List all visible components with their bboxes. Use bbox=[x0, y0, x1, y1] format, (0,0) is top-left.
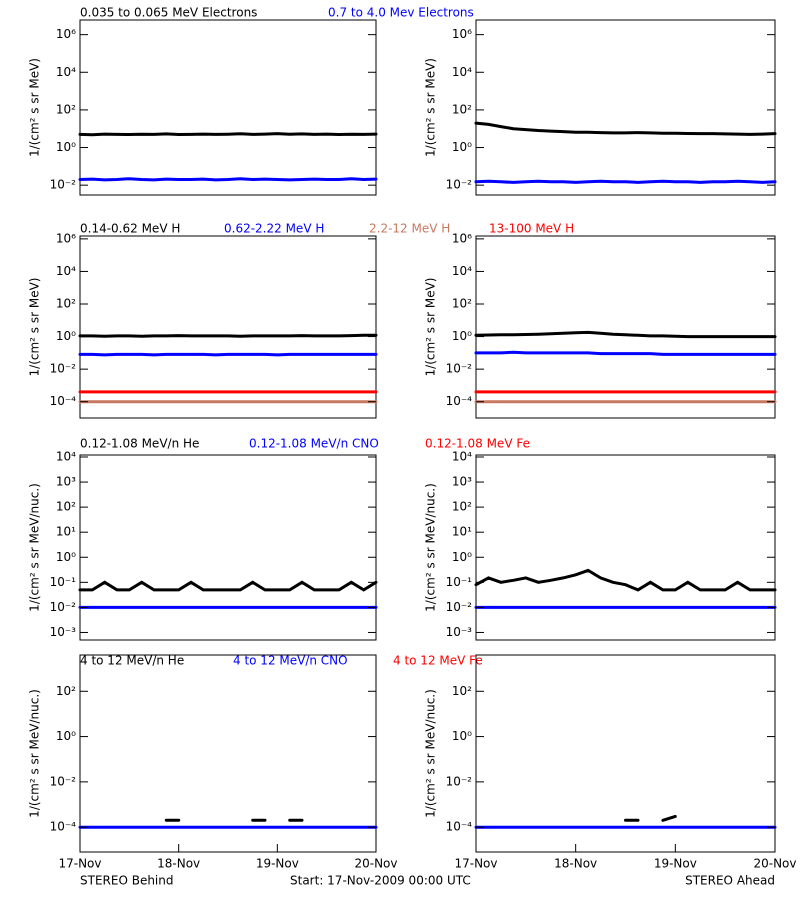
legend-entry: 0.12-1.08 MeV/n CNO bbox=[249, 437, 379, 451]
series-line bbox=[474, 330, 777, 339]
x-tick-label: 20-Nov bbox=[354, 857, 397, 871]
y-axis-label: 1/(cm² s sr MeV) bbox=[28, 278, 42, 377]
y-tick-label: 10⁻² bbox=[50, 774, 77, 788]
y-tick-label: 10⁻¹ bbox=[50, 575, 77, 589]
plot-frame bbox=[79, 454, 377, 641]
y-tick-label: 10⁻³ bbox=[50, 625, 77, 639]
series-line bbox=[78, 132, 378, 137]
y-tick-label: 10³ bbox=[56, 475, 76, 489]
legend-entry: 0.12-1.08 MeV Fe bbox=[425, 437, 530, 451]
y-tick-label: 10² bbox=[56, 297, 76, 311]
plot-frame bbox=[79, 235, 377, 419]
legend-entry: 0.12-1.08 MeV/n He bbox=[80, 437, 199, 451]
y-tick-label: 10¹ bbox=[56, 525, 76, 539]
y-tick-label: 10¹ bbox=[452, 525, 472, 539]
y-axis-label: 1/(cm² s sr MeV/nuc.) bbox=[28, 689, 42, 818]
legend-entry: 0.035 to 0.065 MeV Electrons bbox=[80, 6, 257, 20]
series-line bbox=[78, 177, 378, 182]
series-line bbox=[626, 816, 738, 820]
legend-entry: 0.62-2.22 MeV H bbox=[224, 222, 324, 236]
plot-frame bbox=[475, 454, 776, 641]
y-tick-label: 10² bbox=[452, 102, 472, 116]
y-tick-label: 10² bbox=[56, 684, 76, 698]
x-tick-label: 17-Nov bbox=[454, 857, 497, 871]
y-tick-label: 10⁻⁴ bbox=[50, 394, 77, 408]
series-line bbox=[474, 179, 777, 184]
series-line bbox=[78, 580, 378, 592]
plot-frame bbox=[475, 654, 776, 853]
x-tick-label: 19-Nov bbox=[654, 857, 697, 871]
y-tick-label: 10⁰ bbox=[452, 550, 472, 564]
y-axis-label: 1/(cm² s sr MeV/nuc.) bbox=[424, 689, 438, 818]
plot-frame bbox=[79, 19, 377, 196]
y-tick-label: 10² bbox=[56, 102, 76, 116]
series-line bbox=[474, 350, 777, 356]
plot-frame bbox=[475, 19, 776, 196]
y-tick-label: 10⁰ bbox=[56, 729, 76, 743]
y-tick-label: 10⁰ bbox=[56, 329, 76, 343]
y-tick-label: 10⁻² bbox=[50, 600, 77, 614]
y-tick-label: 10⁻² bbox=[50, 178, 77, 192]
series-line bbox=[474, 121, 777, 136]
y-tick-label: 10⁻² bbox=[446, 362, 473, 376]
y-tick-label: 10² bbox=[452, 297, 472, 311]
series-line bbox=[78, 352, 378, 357]
y-tick-label: 10⁻² bbox=[446, 178, 473, 192]
x-tick-label: 20-Nov bbox=[753, 857, 796, 871]
y-tick-label: 10² bbox=[452, 500, 472, 514]
y-tick-label: 10³ bbox=[452, 475, 472, 489]
y-tick-label: 10⁰ bbox=[452, 329, 472, 343]
y-tick-label: 10⁻² bbox=[446, 774, 473, 788]
series-line bbox=[474, 568, 777, 592]
legend-entry: 13-100 MeV H bbox=[489, 222, 574, 236]
y-tick-label: 10⁻⁴ bbox=[446, 394, 473, 408]
y-tick-label: 10⁻² bbox=[446, 600, 473, 614]
y-tick-label: 10⁻³ bbox=[446, 625, 473, 639]
x-tick-label: 18-Nov bbox=[554, 857, 597, 871]
legend-entry: 2.2-12 MeV H bbox=[369, 222, 450, 236]
y-tick-label: 10⁴ bbox=[452, 449, 472, 463]
y-tick-label: 10⁻⁴ bbox=[50, 820, 77, 834]
y-axis-label: 1/(cm² s sr MeV/nuc.) bbox=[28, 483, 42, 612]
footer-center: Start: 17-Nov-2009 00:00 UTC bbox=[290, 874, 471, 888]
y-tick-label: 10⁰ bbox=[56, 550, 76, 564]
plot-frame bbox=[475, 235, 776, 419]
y-tick-label: 10⁴ bbox=[56, 264, 76, 278]
series-line bbox=[78, 333, 378, 338]
y-tick-label: 10⁶ bbox=[452, 27, 472, 41]
x-tick-label: 19-Nov bbox=[256, 857, 299, 871]
x-tick-label: 17-Nov bbox=[58, 857, 101, 871]
y-tick-label: 10⁰ bbox=[452, 729, 472, 743]
legend-entry: 4 to 12 MeV/n CNO bbox=[233, 654, 348, 668]
y-axis-label: 1/(cm² s sr MeV) bbox=[424, 58, 438, 157]
footer-right: STEREO Ahead bbox=[685, 874, 775, 888]
footer-left: STEREO Behind bbox=[80, 874, 174, 888]
y-tick-label: 10⁴ bbox=[56, 449, 76, 463]
y-axis-label: 1/(cm² s sr MeV) bbox=[424, 278, 438, 377]
y-tick-label: 10⁻² bbox=[50, 362, 77, 376]
y-tick-label: 10⁰ bbox=[56, 140, 76, 154]
y-tick-label: 10⁴ bbox=[452, 264, 472, 278]
legend-entry: 4 to 12 MeV Fe bbox=[393, 654, 483, 668]
y-tick-label: 10⁶ bbox=[452, 231, 472, 245]
y-tick-label: 10⁻⁴ bbox=[446, 820, 473, 834]
y-tick-label: 10⁻¹ bbox=[446, 575, 473, 589]
y-tick-label: 10⁶ bbox=[56, 231, 76, 245]
y-tick-label: 10² bbox=[452, 684, 472, 698]
x-tick-label: 18-Nov bbox=[157, 857, 200, 871]
legend-entry: 4 to 12 MeV/n He bbox=[80, 654, 184, 668]
y-tick-label: 10⁴ bbox=[452, 65, 472, 79]
y-tick-label: 10⁶ bbox=[56, 27, 76, 41]
plot-frame bbox=[79, 654, 377, 853]
y-tick-label: 10² bbox=[56, 500, 76, 514]
y-tick-label: 10⁰ bbox=[452, 140, 472, 154]
y-axis-label: 1/(cm² s sr MeV/nuc.) bbox=[424, 483, 438, 612]
y-tick-label: 10⁴ bbox=[56, 65, 76, 79]
legend-entry: 0.7 to 4.0 Mev Electrons bbox=[328, 6, 474, 20]
y-axis-label: 1/(cm² s sr MeV) bbox=[28, 58, 42, 157]
legend-entry: 0.14-0.62 MeV H bbox=[80, 222, 180, 236]
